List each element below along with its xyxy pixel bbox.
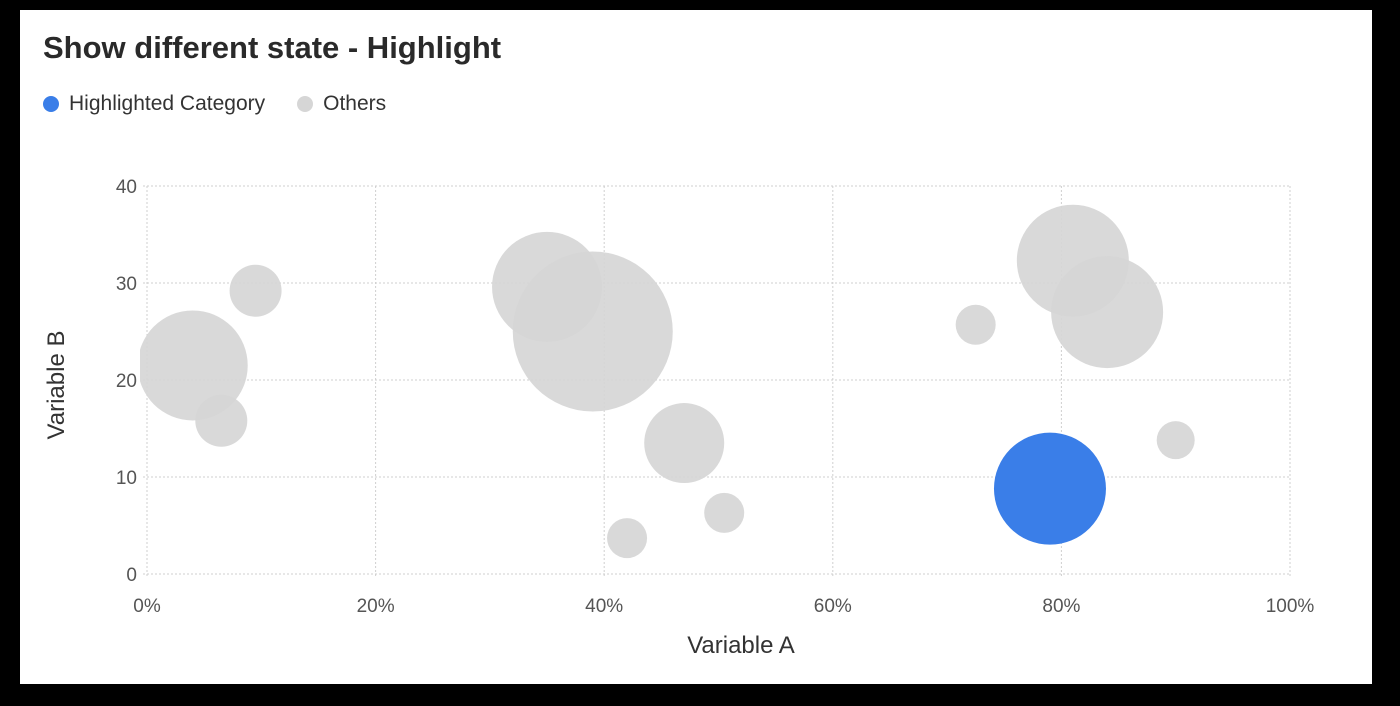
legend-label-others: Others — [323, 92, 387, 115]
bubble-others[interactable] — [229, 264, 282, 317]
bubble-others[interactable] — [955, 304, 996, 345]
bubble-chart: 0% 20% 40% 60% 80% 100% 0 10 20 30 40 Variable A V… — [43, 177, 1315, 659]
x-tick-label: 20% — [357, 596, 395, 617]
chart-title: Show different state - Highlight — [43, 30, 502, 65]
legend-label-highlighted: Highlighted Category — [69, 92, 266, 115]
bubble-others[interactable] — [1051, 256, 1164, 369]
chart-card: Show different state - Highlight Highlig… — [20, 10, 1372, 684]
legend: Highlighted Category Others — [43, 92, 418, 116]
axes: 0% 20% 40% 60% 80% 100% 0 10 20 30 40 — [116, 177, 1315, 617]
bubble-others[interactable] — [704, 492, 745, 533]
y-tick-label: 40 — [116, 177, 137, 198]
bubble-others[interactable] — [607, 518, 648, 559]
x-tick-label: 40% — [585, 596, 623, 617]
x-axis-title: Variable A — [687, 632, 795, 659]
y-tick-label: 10 — [116, 468, 137, 489]
x-tick-label: 80% — [1042, 596, 1080, 617]
y-tick-label: 30 — [116, 274, 137, 295]
bubble-others[interactable] — [195, 394, 248, 447]
bubble-others[interactable] — [644, 403, 725, 484]
x-tick-label: 0% — [133, 596, 161, 617]
bubble-others[interactable] — [512, 251, 673, 412]
legend-dot-highlighted — [43, 96, 59, 112]
x-tick-label: 100% — [1266, 596, 1315, 617]
bubbles — [138, 204, 1195, 559]
legend-item-highlighted[interactable]: Highlighted Category — [43, 92, 265, 116]
legend-dot-others — [297, 96, 314, 112]
y-tick-label: 0 — [126, 565, 137, 586]
legend-item-others[interactable]: Others — [297, 92, 386, 116]
x-tick-label: 60% — [814, 596, 852, 617]
bubble-others[interactable] — [138, 310, 248, 421]
y-tick-label: 20 — [116, 371, 137, 392]
y-axis-title: Variable B — [43, 331, 70, 440]
bubble-highlighted-category[interactable] — [993, 432, 1106, 545]
bubble-others[interactable] — [1156, 421, 1195, 460]
